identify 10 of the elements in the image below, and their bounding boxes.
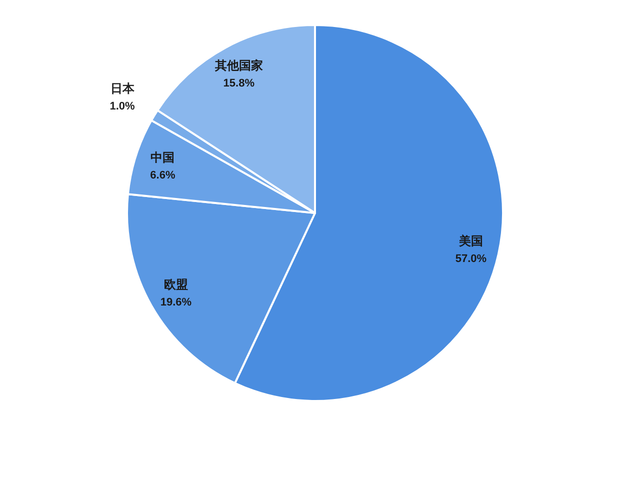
data-label: 6.6% xyxy=(150,170,176,182)
data-label: 1.0% xyxy=(110,100,136,113)
slice-label: 中国 xyxy=(150,150,175,165)
slice-label: 其他国家 xyxy=(214,58,263,72)
slice-label: 美国 xyxy=(458,234,483,248)
slice-label: 欧盟 xyxy=(164,278,188,292)
data-label: 15.8% xyxy=(223,77,255,90)
data-label: 19.6% xyxy=(160,296,192,309)
data-label: 57.0% xyxy=(455,252,487,265)
slice-label: 日本 xyxy=(110,82,136,96)
